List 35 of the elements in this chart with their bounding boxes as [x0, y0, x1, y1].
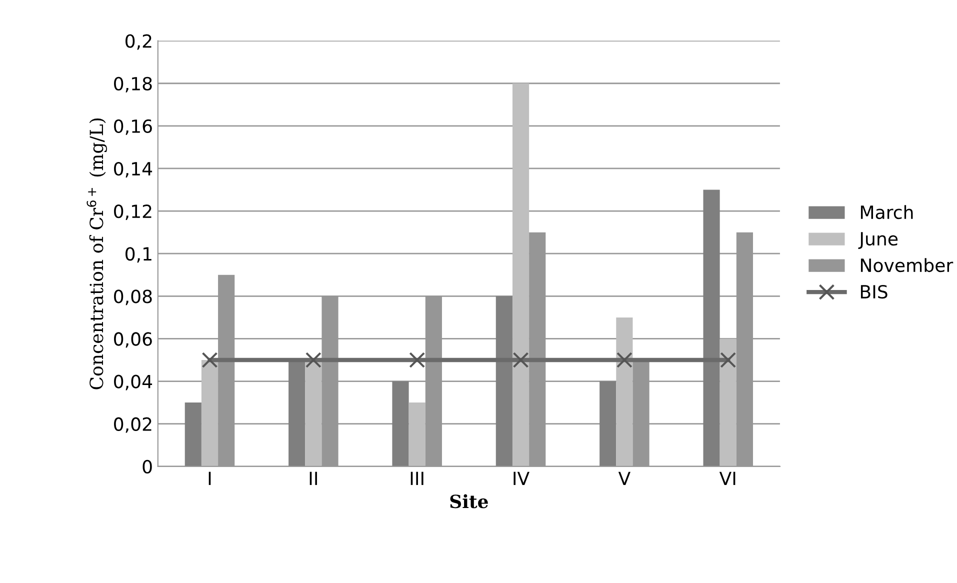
x-tick-label: IV	[514, 472, 530, 485]
bar	[512, 83, 530, 466]
y-tick-label: 0,04	[114, 374, 152, 390]
bar	[305, 360, 322, 466]
bar	[496, 296, 512, 466]
bar	[392, 381, 409, 466]
y-axis-title: Concentration of Cr$^{6+}$ (mg/L)	[86, 118, 108, 390]
x-axis-title: Site	[450, 494, 488, 508]
y-tick-label: 0,16	[114, 119, 152, 135]
bar	[184, 402, 202, 466]
x-tick-label: VI	[719, 472, 736, 485]
y-tick-label: 0,18	[114, 76, 152, 92]
y-tick-label: 0,08	[114, 290, 152, 306]
x-tick-label: II	[310, 472, 317, 485]
y-tick-label: 0,1	[126, 247, 152, 263]
y-tick-label: 0,14	[114, 162, 152, 178]
x-tick-label: I	[208, 472, 211, 485]
legend-label: June	[858, 232, 898, 249]
bar	[288, 360, 306, 466]
legend-label: November	[860, 258, 954, 272]
y-tick-label: 0,2	[126, 34, 152, 50]
bar	[703, 190, 720, 466]
bar	[408, 402, 426, 466]
y-tick-label: 0	[142, 460, 152, 474]
bar	[720, 338, 736, 466]
y-tick-label: 0,06	[114, 332, 152, 348]
x-tick-label: V	[618, 472, 630, 485]
bar	[616, 317, 633, 466]
legend-label: BIS	[860, 284, 888, 299]
legend-label: March	[860, 205, 913, 220]
x-tick-label: III	[410, 472, 424, 485]
y-tick-label: 0,12	[114, 204, 152, 220]
bar	[201, 360, 218, 466]
bar	[600, 381, 616, 466]
y-tick-label: 0,02	[114, 417, 152, 433]
